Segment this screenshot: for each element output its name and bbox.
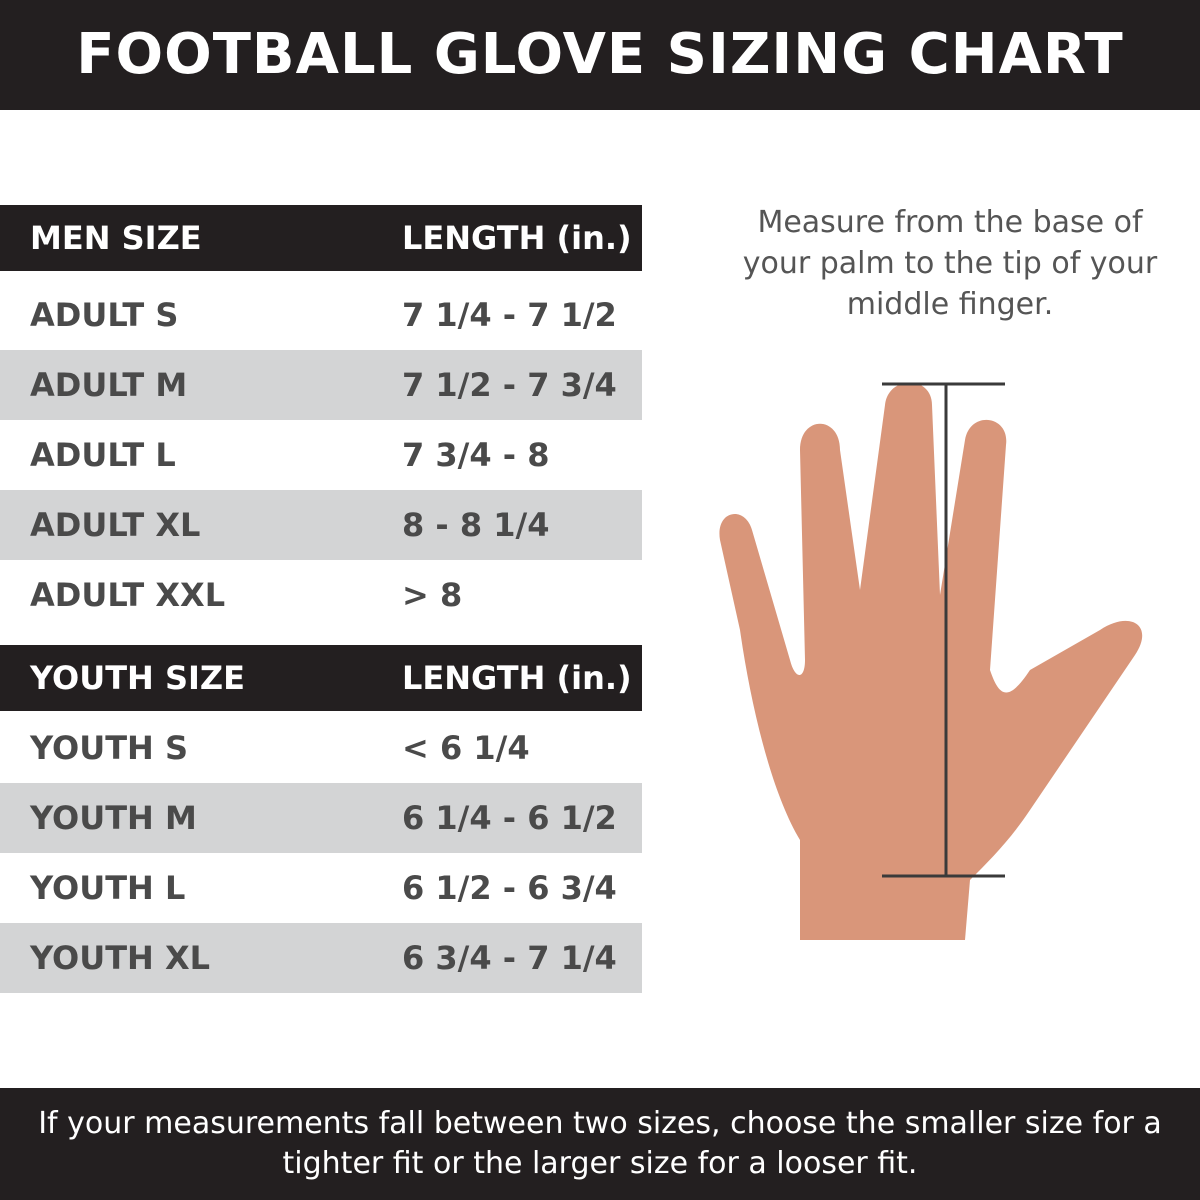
hand-image [719,382,1143,940]
size-cell: ADULT S [30,296,179,334]
size-cell: ADULT L [30,436,176,474]
length-cell: 8 - 8 1/4 [402,506,550,544]
size-cell: YOUTH S [30,729,189,767]
header-size: MEN SIZE [30,219,202,257]
table-row: YOUTH M 6 1/4 - 6 1/2 [0,783,642,853]
length-cell: 6 1/4 - 6 1/2 [402,799,617,837]
length-cell: < 6 1/4 [402,729,530,767]
header-size: YOUTH SIZE [30,659,245,697]
table-header: YOUTH SIZE LENGTH (in.) [0,645,642,711]
table-row: ADULT M 7 1/2 - 7 3/4 [0,350,642,420]
size-cell: ADULT XL [30,506,201,544]
length-cell: 7 3/4 - 8 [402,436,550,474]
page-title: FOOTBALL GLOVE SIZING CHART [0,0,1200,110]
table-row: YOUTH S < 6 1/4 [0,713,642,783]
length-cell: 7 1/2 - 7 3/4 [402,366,617,404]
size-cell: YOUTH M [30,799,197,837]
youth-size-table: YOUTH SIZE LENGTH (in.) YOUTH S < 6 1/4 YO… [0,645,642,993]
measurement-line [882,382,1005,878]
length-cell: 6 3/4 - 7 1/4 [402,939,617,977]
table-row: ADULT XXL > 8 [0,560,642,630]
table-row: ADULT L 7 3/4 - 8 [0,420,642,490]
length-cell: 6 1/2 - 6 3/4 [402,869,617,907]
table-row: YOUTH L 6 1/2 - 6 3/4 [0,853,642,923]
hand-measurement-illustration [719,382,1143,940]
header-length: LENGTH (in.) [402,659,632,697]
length-cell: > 8 [402,576,463,614]
table-row: YOUTH XL 6 3/4 - 7 1/4 [0,923,642,993]
size-cell: YOUTH L [30,869,186,907]
measurement-instruction: Measure from the base of your palm to th… [742,205,1158,322]
men-size-table: MEN SIZE LENGTH (in.) ADULT S 7 1/4 - 7 1… [0,205,642,630]
table-row: ADULT S 7 1/4 - 7 1/2 [0,280,642,350]
sizing-tip: If your measurements fall between two si… [0,1088,1200,1200]
table-header: MEN SIZE LENGTH (in.) [0,205,642,271]
size-cell: ADULT M [30,366,188,404]
header-length: LENGTH (in.) [402,219,632,257]
size-cell: ADULT XXL [30,576,226,614]
length-cell: 7 1/4 - 7 1/2 [402,296,617,334]
size-cell: YOUTH XL [30,939,211,977]
table-row: ADULT XL 8 - 8 1/4 [0,490,642,560]
